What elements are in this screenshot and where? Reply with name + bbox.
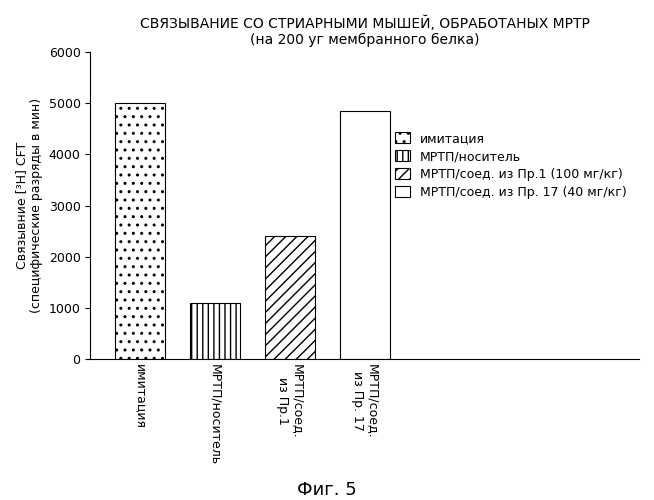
Bar (339, 111, 390, 359)
Bar (190, 303, 240, 359)
Text: Фиг. 5: Фиг. 5 (297, 481, 357, 499)
Bar (265, 236, 315, 359)
Legend: имитация, МРТП/носитель, МРТП/соед. из Пр.1 (100 мг/кг), МРТП/соед. из Пр. 17 (4: имитация, МРТП/носитель, МРТП/соед. из П… (388, 126, 633, 206)
Y-axis label: Связывние [³Н] CFT
(специфические разряды в мин): Связывние [³Н] CFT (специфические разряд… (15, 98, 43, 313)
Title: СВЯЗЫВАНИЕ СО СТРИАРНЫМИ МЫШЕЙ, ОБРАБОТАНЫХ МРТР
(на 200 уг мембранного белка): СВЯЗЫВАНИЕ СО СТРИАРНЫМИ МЫШЕЙ, ОБРАБОТА… (140, 15, 589, 47)
Bar (115, 104, 165, 359)
